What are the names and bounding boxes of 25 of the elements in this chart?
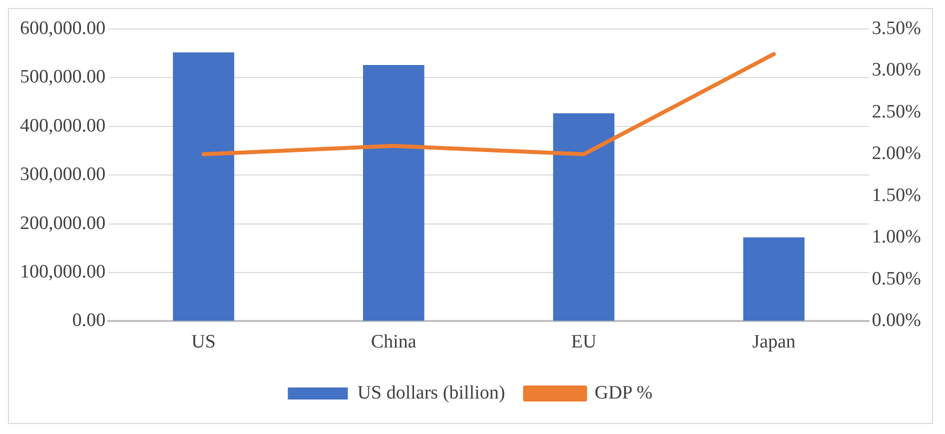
- y-tick-label: 300,000.00: [20, 164, 106, 186]
- y-tick-label: 400,000.00: [20, 115, 106, 136]
- legend-label: GDP %: [594, 382, 653, 404]
- bar: [363, 65, 424, 321]
- y2-tick-label: 2.50%: [872, 101, 922, 122]
- legend-label: US dollars (billion): [357, 382, 506, 404]
- y-tick-label: 500,000.00: [20, 66, 106, 88]
- bar: [743, 237, 805, 321]
- y-tick-label: 600,000.00: [20, 18, 106, 39]
- x-tick-label: China: [370, 332, 417, 353]
- x-tick-label: US: [191, 332, 216, 353]
- y2-tick-label: 0.00%: [872, 310, 922, 332]
- y2-tick-label: 3.00%: [872, 60, 922, 81]
- bar: [172, 52, 234, 321]
- bar: [553, 113, 614, 321]
- y-tick-label: 200,000.00: [20, 212, 106, 234]
- y-tick-label: 0.00: [72, 310, 106, 332]
- x-tick-label: EU: [571, 332, 597, 353]
- y2-tick-label: 0.50%: [872, 268, 922, 290]
- x-tick-label: Japan: [752, 332, 796, 353]
- y2-tick-label: 1.50%: [872, 184, 922, 206]
- y2-tick-label: 3.50%: [872, 18, 922, 39]
- y-tick-label: 100,000.00: [20, 261, 106, 282]
- y2-tick-label: 1.00%: [872, 226, 922, 248]
- y2-tick-label: 2.00%: [872, 143, 922, 164]
